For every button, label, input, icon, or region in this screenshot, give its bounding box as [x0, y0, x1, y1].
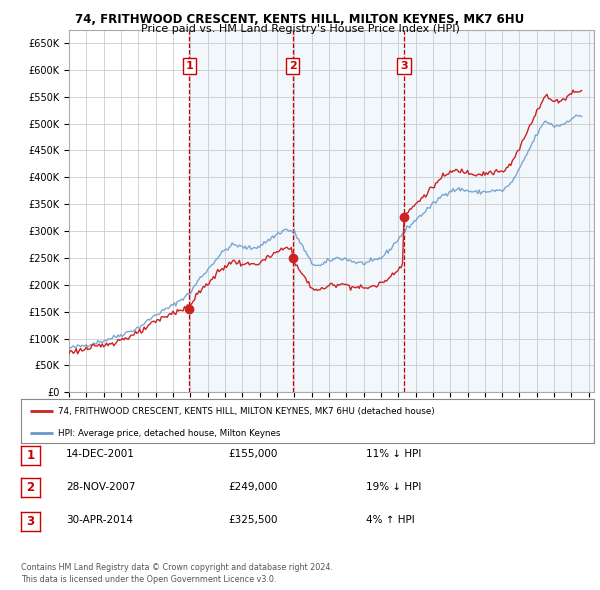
Text: 74, FRITHWOOD CRESCENT, KENTS HILL, MILTON KEYNES, MK7 6HU: 74, FRITHWOOD CRESCENT, KENTS HILL, MILT…: [76, 13, 524, 26]
Text: 3: 3: [26, 515, 35, 528]
Text: 2: 2: [289, 61, 296, 71]
Text: 1: 1: [185, 61, 193, 71]
Text: 1: 1: [26, 449, 35, 462]
Bar: [404, 30, 594, 392]
Text: 2: 2: [26, 481, 35, 494]
Text: 74, FRITHWOOD CRESCENT, KENTS HILL, MILTON KEYNES, MK7 6HU (detached house): 74, FRITHWOOD CRESCENT, KENTS HILL, MILT…: [58, 407, 435, 415]
Text: HPI: Average price, detached house, Milton Keynes: HPI: Average price, detached house, Milt…: [58, 428, 281, 438]
Text: 3: 3: [400, 61, 408, 71]
Text: Contains HM Land Registry data © Crown copyright and database right 2024.
This d: Contains HM Land Registry data © Crown c…: [21, 563, 333, 584]
Text: Price paid vs. HM Land Registry's House Price Index (HPI): Price paid vs. HM Land Registry's House …: [140, 24, 460, 34]
Text: 28-NOV-2007: 28-NOV-2007: [66, 482, 136, 491]
Text: 14-DEC-2001: 14-DEC-2001: [66, 450, 135, 459]
Text: 19% ↓ HPI: 19% ↓ HPI: [366, 482, 421, 491]
Text: £325,500: £325,500: [228, 516, 277, 525]
Text: £155,000: £155,000: [228, 450, 277, 459]
Text: 4% ↑ HPI: 4% ↑ HPI: [366, 516, 415, 525]
Text: 30-APR-2014: 30-APR-2014: [66, 516, 133, 525]
Bar: [293, 30, 404, 392]
Text: 11% ↓ HPI: 11% ↓ HPI: [366, 450, 421, 459]
Text: £249,000: £249,000: [228, 482, 277, 491]
Bar: [190, 30, 293, 392]
